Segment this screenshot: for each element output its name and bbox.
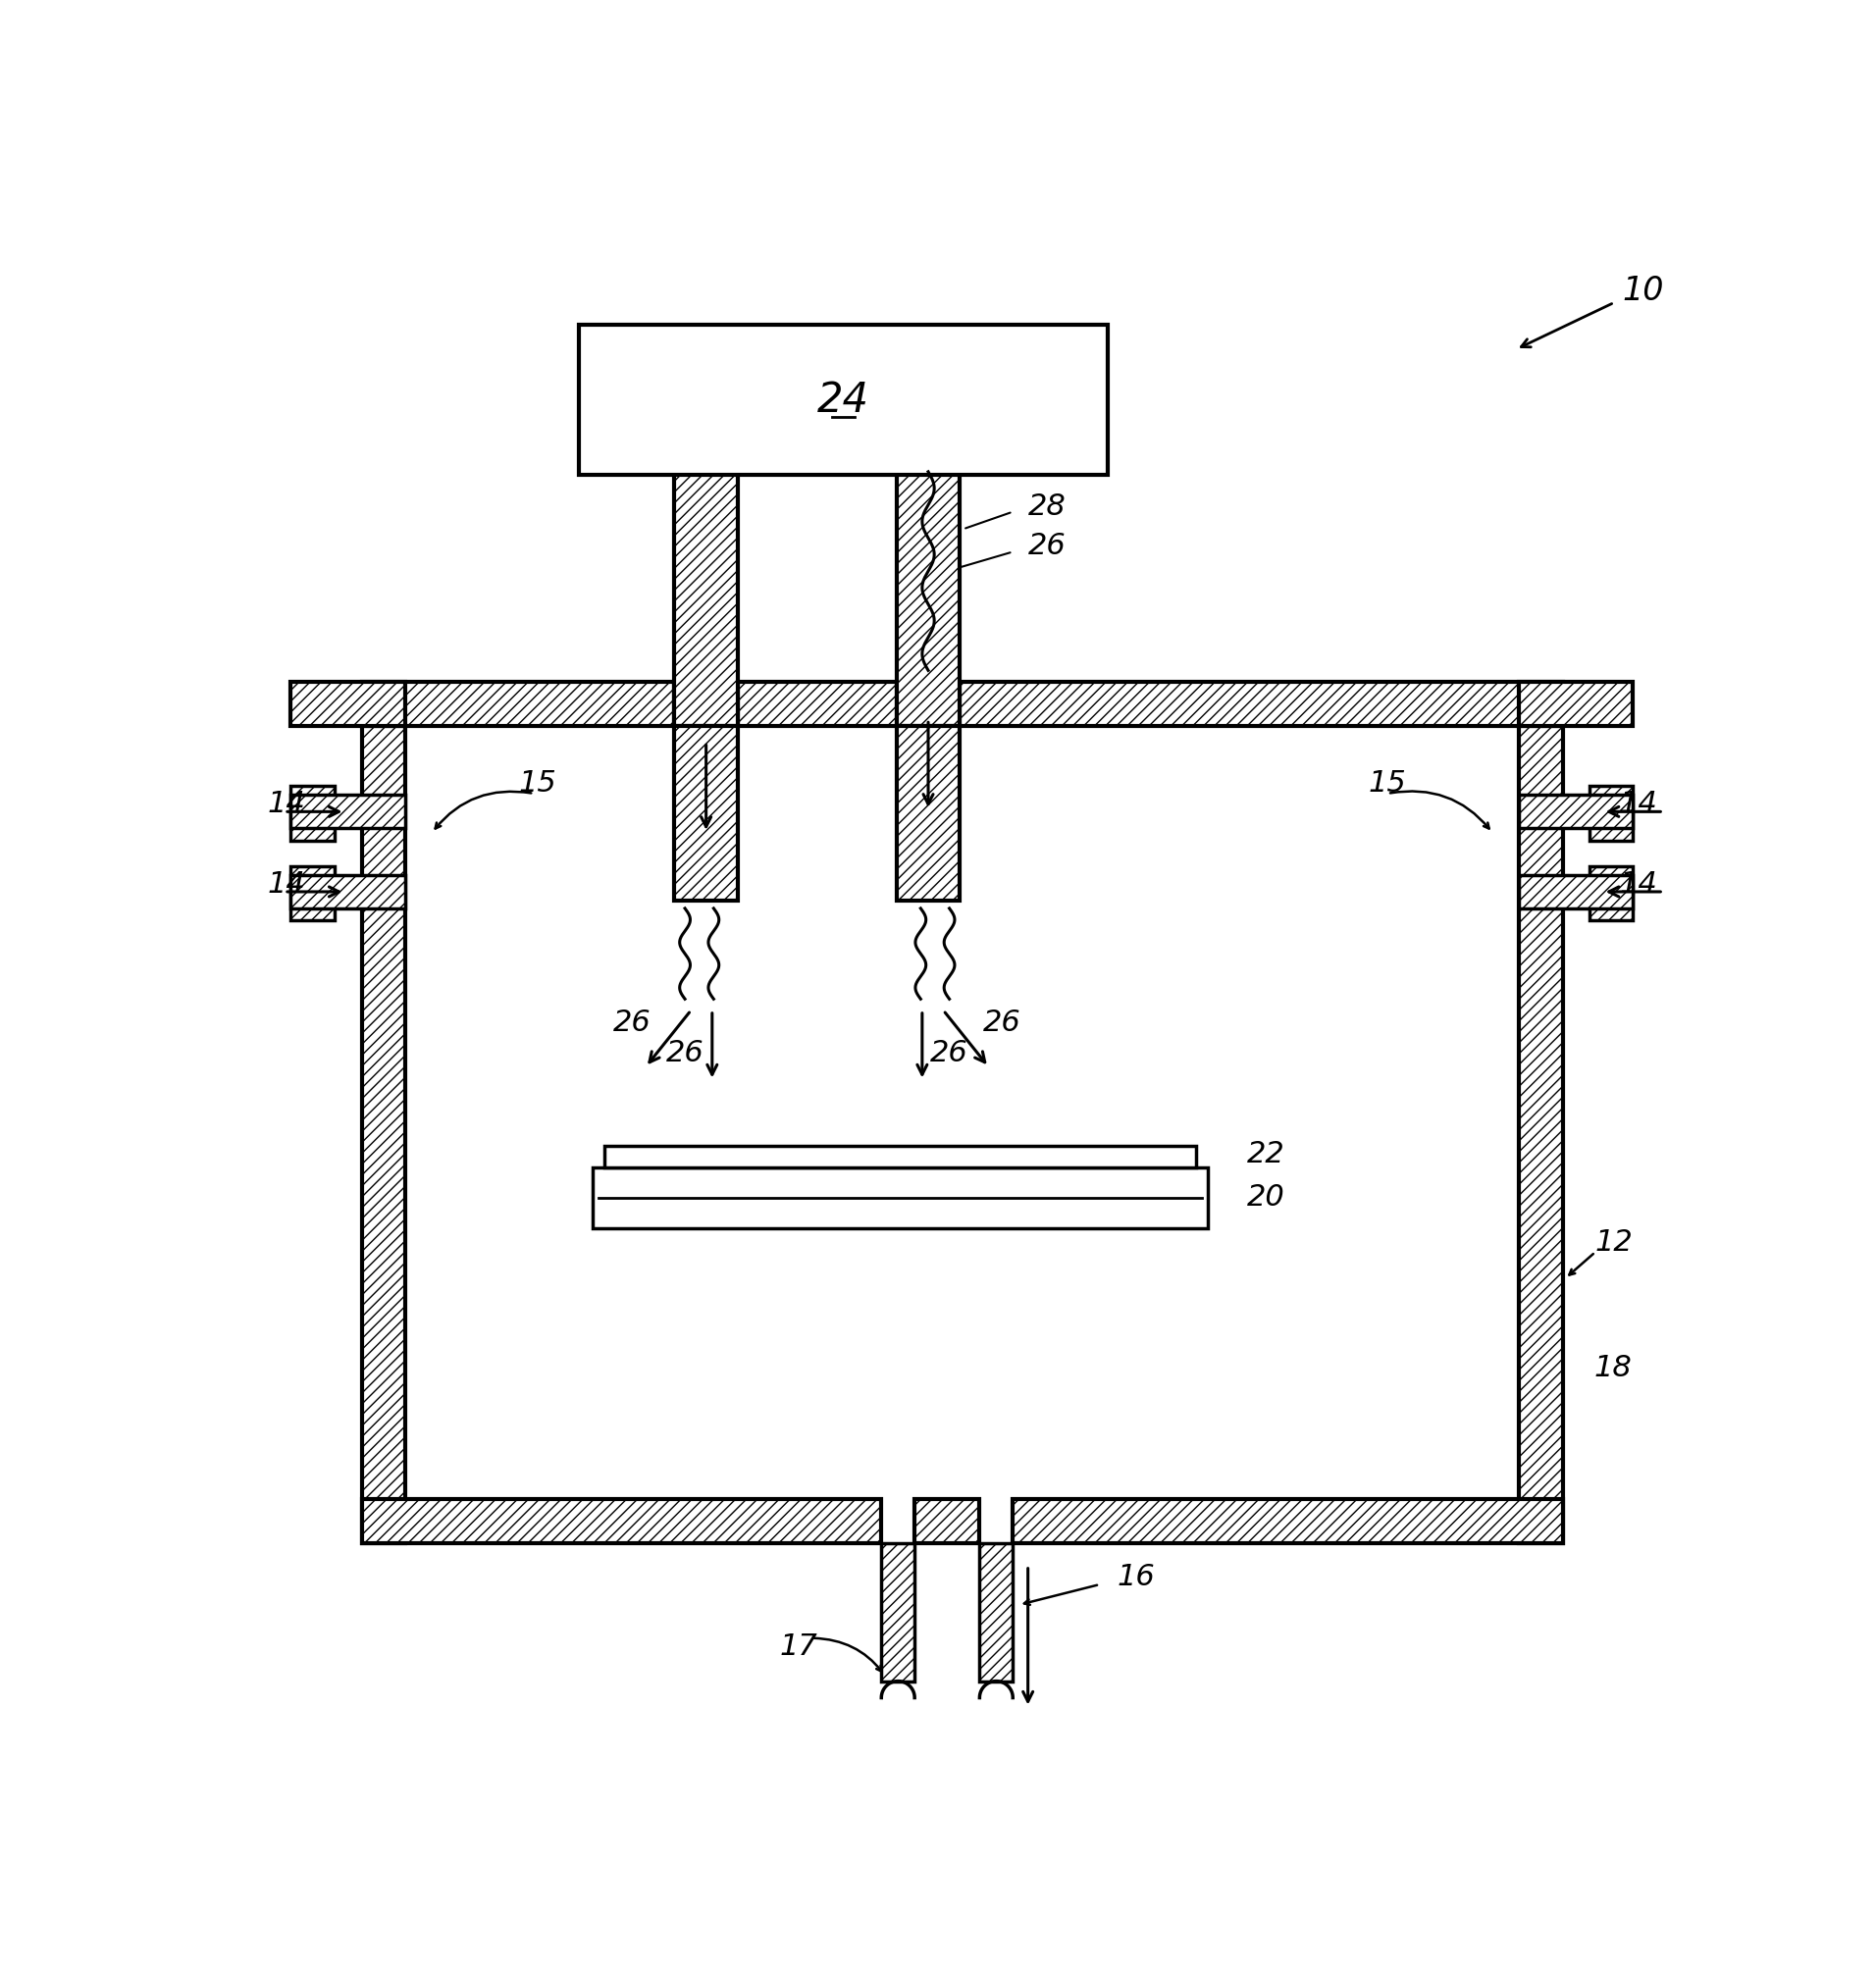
Bar — [673, 726, 737, 901]
Bar — [1520, 875, 1634, 909]
Text: 18: 18 — [1595, 1353, 1632, 1383]
Text: 26: 26 — [1028, 531, 1066, 561]
Text: 14: 14 — [266, 791, 306, 818]
Bar — [1520, 726, 1563, 1542]
Text: 10: 10 — [1623, 273, 1664, 307]
Bar — [979, 1542, 1013, 1682]
Text: 15: 15 — [1369, 769, 1407, 799]
Bar — [1520, 795, 1634, 828]
Bar — [897, 726, 961, 901]
Text: 26: 26 — [613, 1009, 651, 1037]
Bar — [362, 726, 405, 1542]
Text: 26: 26 — [930, 1039, 968, 1068]
Bar — [1589, 865, 1634, 891]
Bar — [291, 787, 334, 812]
Bar — [1589, 895, 1634, 921]
Bar — [961, 683, 1563, 726]
Text: 26: 26 — [983, 1009, 1021, 1037]
Text: 12: 12 — [1595, 1227, 1634, 1257]
Text: 22: 22 — [1248, 1139, 1285, 1168]
Bar — [291, 865, 334, 891]
Text: 17: 17 — [779, 1633, 818, 1662]
Text: 28: 28 — [1028, 492, 1066, 521]
Bar — [1589, 814, 1634, 840]
Bar — [593, 1168, 1208, 1227]
Bar — [1520, 683, 1634, 726]
Bar — [673, 441, 737, 726]
Text: 14: 14 — [266, 869, 306, 899]
Bar — [882, 1542, 915, 1682]
Bar — [580, 325, 1109, 474]
Bar — [1013, 1499, 1563, 1542]
Text: 15: 15 — [518, 769, 557, 799]
Bar — [362, 1499, 882, 1542]
Text: 26: 26 — [666, 1039, 704, 1068]
Text: 14: 14 — [1619, 869, 1657, 899]
Bar — [915, 1499, 979, 1542]
Bar — [737, 683, 897, 726]
Bar — [897, 441, 961, 726]
Bar — [604, 1147, 1197, 1168]
Bar — [362, 683, 673, 726]
Text: 24: 24 — [818, 380, 870, 421]
Bar — [291, 795, 405, 828]
Text: 14: 14 — [1619, 791, 1657, 818]
Bar — [291, 895, 334, 921]
Bar — [1589, 787, 1634, 812]
Bar — [291, 875, 405, 909]
Text: 20: 20 — [1248, 1184, 1285, 1212]
Bar — [291, 683, 405, 726]
Bar — [291, 814, 334, 840]
Text: 16: 16 — [1116, 1562, 1156, 1591]
